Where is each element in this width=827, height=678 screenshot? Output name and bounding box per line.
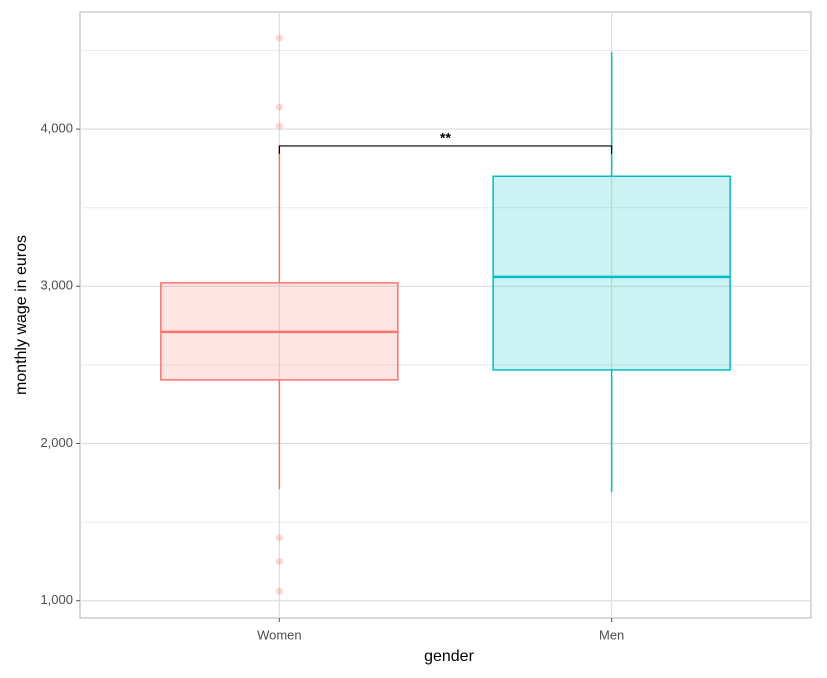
y-axis-title: monthly wage in euros xyxy=(13,235,30,395)
x-tick-label: Men xyxy=(599,627,624,642)
outlier xyxy=(275,122,283,130)
significance-bracket xyxy=(278,145,613,154)
outlier xyxy=(275,587,283,595)
plot-panel xyxy=(79,11,812,619)
outlier xyxy=(275,557,283,565)
y-tick-label: 3,000 xyxy=(40,278,73,293)
outlier xyxy=(275,34,283,42)
x-axis-title: gender xyxy=(424,648,474,665)
box xyxy=(492,175,731,371)
outlier xyxy=(275,103,283,111)
x-tick-label: Women xyxy=(257,627,302,642)
y-tick-label: 1,000 xyxy=(40,592,73,607)
y-tick-label: 4,000 xyxy=(40,121,73,136)
y-tick-label: 2,000 xyxy=(40,435,73,450)
outlier xyxy=(275,534,283,542)
significance-label: ** xyxy=(440,130,451,146)
